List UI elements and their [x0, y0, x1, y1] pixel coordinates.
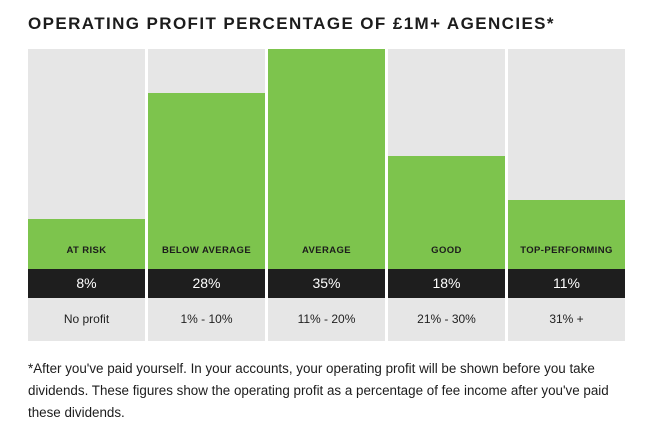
profit-range-label: No profit — [63, 312, 110, 326]
value-label: 35% — [268, 269, 385, 298]
profit-range-label: 1% - 10% — [180, 312, 233, 326]
value-label: 8% — [28, 269, 145, 298]
category-label: AT RISK — [66, 245, 107, 256]
bar — [148, 93, 265, 269]
chart-title: OPERATING PROFIT PERCENTAGE OF £1M+ AGEN… — [28, 14, 555, 33]
category-label: GOOD — [431, 245, 462, 256]
category-label: AVERAGE — [301, 245, 352, 256]
bar-column: AT RISK 8% No profit — [28, 49, 145, 341]
category-label: TOP-PERFORMING — [520, 245, 613, 256]
profit-range-label: 31% + — [549, 312, 584, 326]
bar — [388, 155, 505, 269]
bar-column: BELOW AVERAGE 28% 1% - 10% — [148, 49, 265, 341]
bar-column: TOP-PERFORMING 11% 31% + — [508, 49, 625, 341]
bar — [508, 199, 625, 269]
profit-range-label: 11% - 20% — [297, 312, 356, 326]
bar-column: GOOD 18% 21% - 30% — [388, 49, 505, 341]
value-label: 18% — [388, 269, 505, 298]
bar — [268, 49, 385, 269]
bar-chart: AT RISK 8% No profit BELOW AVERAGE 28% 1% - 1… — [28, 49, 626, 341]
category-label: BELOW AVERAGE — [161, 245, 252, 256]
profit-range-label: 21% - 30% — [417, 312, 476, 326]
bar-column: AVERAGE 35% 11% - 20% — [268, 49, 385, 341]
bar — [28, 218, 145, 269]
value-label: 28% — [148, 269, 265, 298]
value-label: 11% — [508, 269, 625, 298]
footnote: *After you've paid yourself. In your acc… — [28, 361, 609, 420]
